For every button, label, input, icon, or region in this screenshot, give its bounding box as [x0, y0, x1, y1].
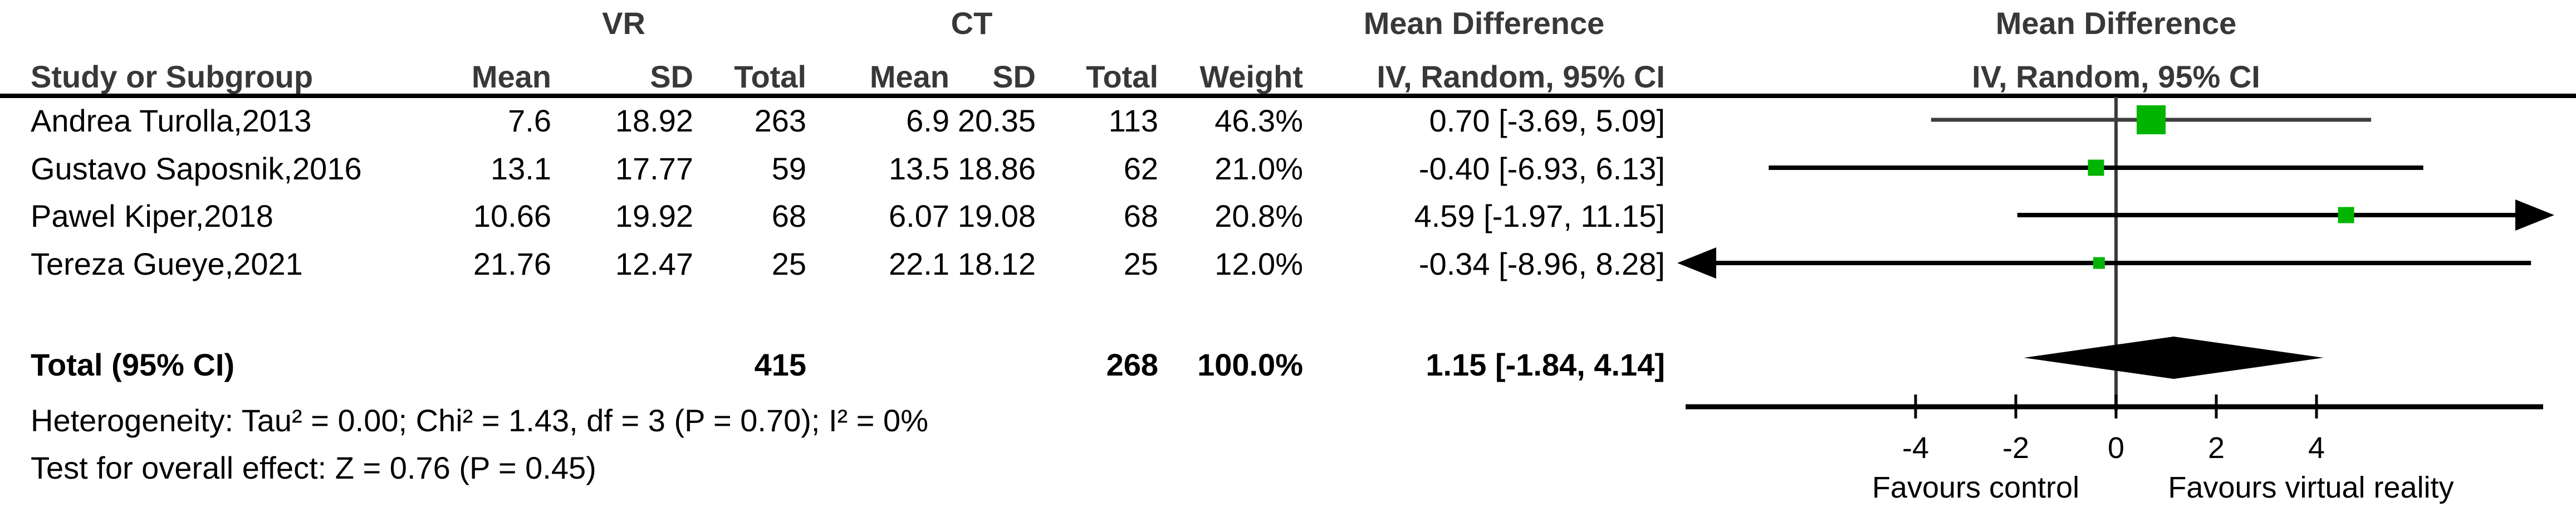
total-vr-n: 415 [754, 347, 806, 382]
col-header-vr-mean: Mean [471, 59, 551, 94]
cell-vr-sd: 17.77 [615, 151, 693, 186]
axis-tick-label: -4 [1902, 431, 1929, 465]
cell-vr-mean: 7.6 [508, 103, 551, 138]
cell-ct-sd: 20.35 [957, 103, 1036, 138]
total-ci-text: 1.15 [-1.84, 4.14] [1426, 347, 1665, 382]
cell-vr-total: 68 [771, 198, 806, 233]
cell-ct-mean: 22.1 [889, 246, 949, 281]
effect-square [2088, 159, 2104, 176]
cell-ci-text: 4.59 [-1.97, 11.15] [1414, 198, 1665, 233]
cell-vr-total: 263 [754, 103, 806, 138]
col-header-iv-table: IV, Random, 95% CI [1377, 59, 1665, 94]
cell-ct-mean: 6.9 [906, 103, 949, 138]
cell-vr-mean: 10.66 [473, 198, 551, 233]
col-header-ct-total: Total [1086, 59, 1158, 94]
cell-weight: 21.0% [1214, 151, 1303, 186]
header-mean-difference-plot: Mean Difference [1995, 6, 2237, 41]
cell-ct-mean: 13.5 [889, 151, 949, 186]
cell-study-name: Gustavo Saposnik,2016 [31, 151, 362, 186]
cell-vr-mean: 13.1 [491, 151, 551, 186]
ci-arrow-left [1677, 247, 1716, 279]
overall-effect-text: Test for overall effect: Z = 0.76 (P = 0… [31, 450, 596, 485]
cell-study-name: Pawel Kiper,2018 [31, 198, 273, 233]
ci-arrow-right [2515, 199, 2554, 231]
header-underline [0, 94, 2576, 98]
col-header-study: Study or Subgroup [31, 59, 314, 94]
cell-ct-total: 25 [1123, 246, 1158, 281]
favours-left-label: Favours control [1872, 471, 2079, 504]
cell-vr-total: 59 [771, 151, 806, 186]
cell-vr-sd: 18.92 [615, 103, 693, 138]
cell-vr-total: 25 [771, 246, 806, 281]
cell-weight: 46.3% [1214, 103, 1303, 138]
total-diamond [2024, 337, 2324, 379]
heterogeneity-text: Heterogeneity: Tau² = 0.00; Chi² = 1.43,… [31, 403, 928, 438]
col-header-ct-sd: SD [992, 59, 1036, 94]
axis-tick-label: 2 [2208, 431, 2225, 465]
cell-ct-sd: 18.86 [957, 151, 1036, 186]
total-row-label: Total (95% CI) [31, 347, 235, 382]
header-group-ct: CT [951, 6, 993, 41]
axis-tick-label: 4 [2308, 431, 2325, 465]
cell-ct-sd: 18.12 [957, 246, 1036, 281]
cell-ci-text: 0.70 [-3.69, 5.09] [1429, 103, 1665, 138]
axis-tick-label: -2 [2002, 431, 2029, 465]
col-header-iv-plot: IV, Random, 95% CI [1972, 59, 2260, 94]
cell-ct-total: 68 [1123, 198, 1158, 233]
cell-weight: 12.0% [1214, 246, 1303, 281]
effect-square [2093, 257, 2105, 269]
effect-square [2137, 105, 2166, 134]
cell-vr-sd: 12.47 [615, 246, 693, 281]
cell-weight: 20.8% [1214, 198, 1303, 233]
cell-vr-mean: 21.76 [473, 246, 551, 281]
col-header-vr-sd: SD [650, 59, 693, 94]
total-ct-n: 268 [1106, 347, 1158, 382]
cell-ci-text: -0.40 [-6.93, 6.13] [1418, 151, 1665, 186]
cell-ct-mean: 6.07 [889, 198, 949, 233]
col-header-vr-total: Total [734, 59, 806, 94]
cell-ct-total: 113 [1108, 103, 1158, 138]
cell-study-name: Tereza Gueye,2021 [31, 246, 303, 281]
favours-right-label: Favours virtual reality [2168, 471, 2453, 504]
total-weight: 100.0% [1197, 347, 1303, 382]
cell-vr-sd: 19.92 [615, 198, 693, 233]
col-header-ct-mean: Mean [869, 59, 949, 94]
cell-ci-text: -0.34 [-8.96, 8.28] [1418, 246, 1665, 281]
cell-ct-total: 62 [1123, 151, 1158, 186]
header-mean-difference-table: Mean Difference [1363, 6, 1605, 41]
col-header-weight: Weight [1199, 59, 1303, 94]
effect-square [2338, 207, 2354, 223]
axis-tick-label: 0 [2108, 431, 2124, 465]
cell-study-name: Andrea Turolla,2013 [31, 103, 312, 138]
header-group-vr: VR [602, 6, 645, 41]
cell-ct-sd: 19.08 [957, 198, 1036, 233]
